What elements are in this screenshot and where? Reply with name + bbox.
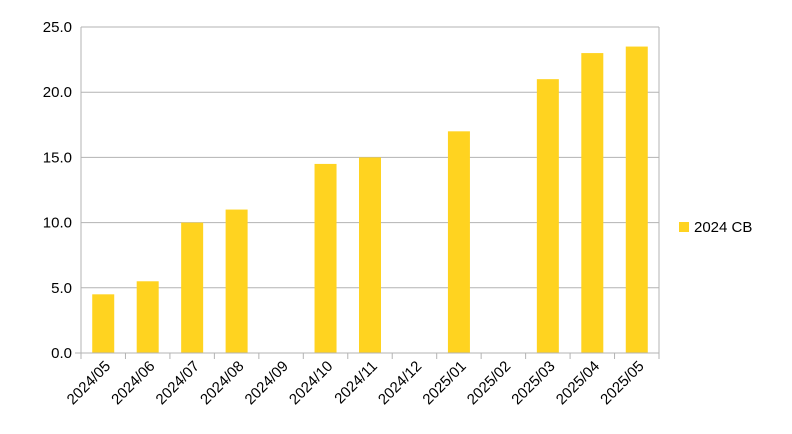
bar-2024-11 xyxy=(359,157,381,353)
x-tick-label: 2024/10 xyxy=(286,358,336,408)
x-tick-label: 2024/12 xyxy=(375,358,425,408)
y-tick-label: 25.0 xyxy=(43,19,72,36)
axes xyxy=(75,27,660,359)
x-tick-label: 2025/05 xyxy=(597,358,647,408)
x-tick-label: 2024/05 xyxy=(64,358,114,408)
y-tick-labels: 0.0 5.0 10.0 15.0 20.0 25.0 xyxy=(43,19,72,362)
legend: 2024 CB xyxy=(679,219,752,236)
x-tick-label: 2025/03 xyxy=(508,358,558,408)
bar-2025-01 xyxy=(447,131,470,353)
bar-2025-04 xyxy=(581,53,604,354)
bar-2024-10 xyxy=(314,163,337,353)
x-tick-label: 2025/04 xyxy=(553,358,603,408)
x-tick-label: 2025/02 xyxy=(464,358,514,408)
x-tick-label: 2025/01 xyxy=(419,358,469,408)
x-tick-label: 2024/09 xyxy=(242,358,292,408)
bars xyxy=(92,46,648,354)
bar-2025-05 xyxy=(625,46,648,354)
y-tick-label: 20.0 xyxy=(43,84,72,101)
bar-2024-07 xyxy=(181,222,204,353)
y-tick-label: 5.0 xyxy=(51,280,72,297)
bar-2024-05 xyxy=(92,294,115,353)
bar-2024-06 xyxy=(136,281,159,353)
x-tick-label: 2024/06 xyxy=(108,358,158,408)
x-tick-label: 2024/11 xyxy=(331,358,381,408)
y-tick-label: 10.0 xyxy=(43,215,72,232)
legend-label-2024-cb: 2024 CB xyxy=(694,219,752,236)
bar-2024-08 xyxy=(225,209,248,353)
y-tick-label: 0.0 xyxy=(51,345,72,362)
x-tick-labels: 2024/052024/062024/072024/082024/092024/… xyxy=(64,358,648,408)
legend-swatch xyxy=(679,222,689,232)
y-tick-label: 15.0 xyxy=(43,149,72,166)
x-tick-label: 2024/08 xyxy=(197,358,247,408)
bar-2025-03 xyxy=(536,79,559,353)
x-tick-label: 2024/07 xyxy=(153,358,203,408)
